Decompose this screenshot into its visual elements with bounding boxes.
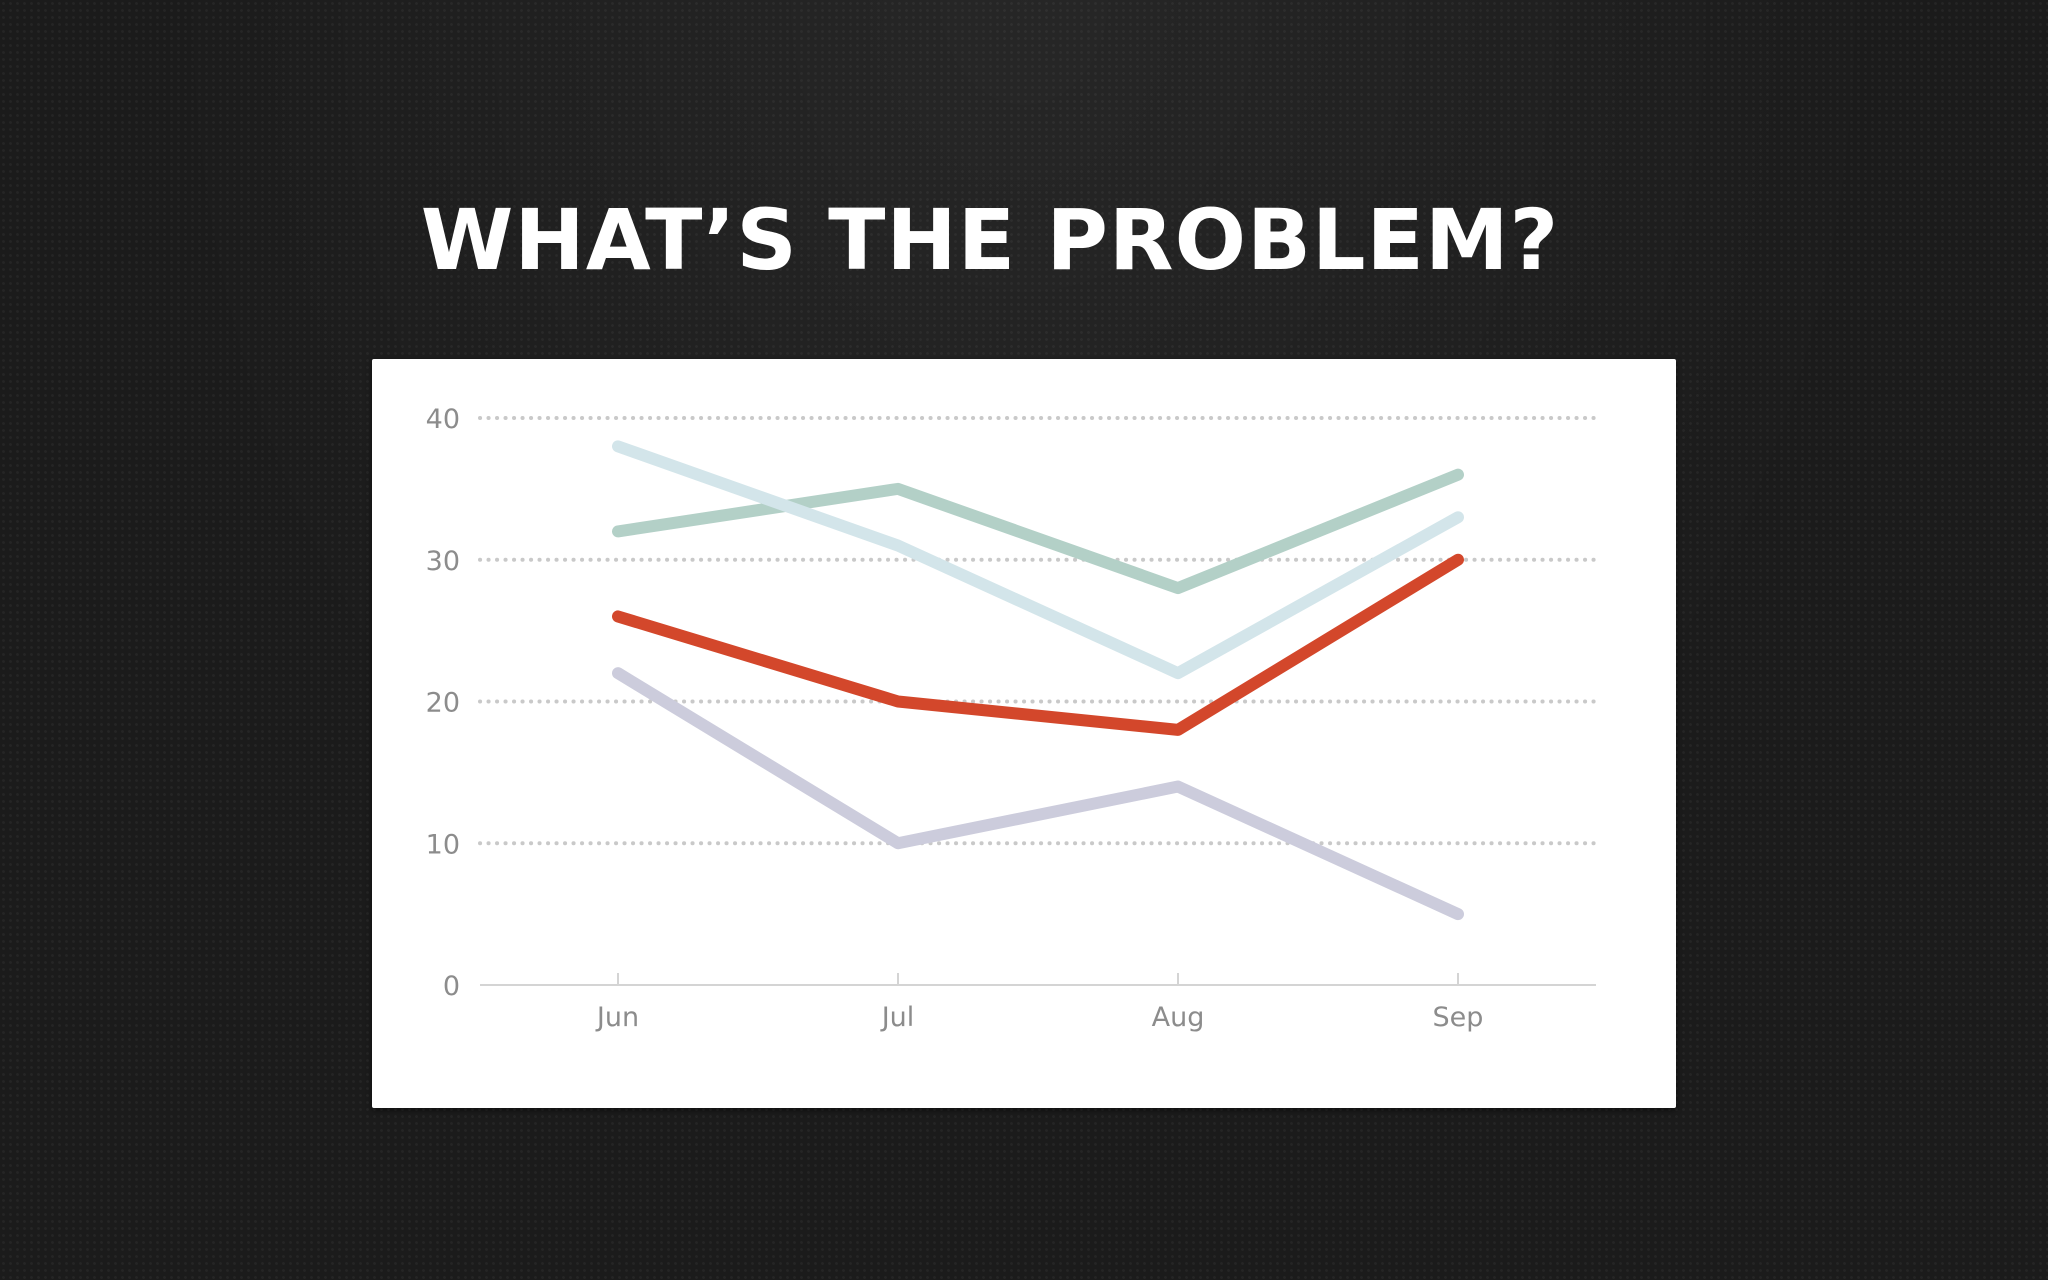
line-chart: 0 10 20 30 40 Jun Jul Aug Sep <box>426 404 1598 1033</box>
x-axis-tick-labels: Jun Jul Aug Sep <box>595 1002 1484 1033</box>
x-tick-label: Sep <box>1433 1002 1484 1033</box>
y-tick-label: 20 <box>426 688 460 719</box>
series-line-2 <box>612 440 1464 680</box>
y-axis-tick-labels: 0 10 20 30 40 <box>426 404 460 1002</box>
line-chart-card: 0 10 20 30 40 Jun Jul Aug Sep <box>372 359 1676 1108</box>
y-tick-label: 10 <box>426 829 460 860</box>
slide-title: WHAT’S THE PROBLEM? <box>420 191 1560 289</box>
y-tick-label: 40 <box>426 404 460 435</box>
series-lines <box>612 440 1464 921</box>
y-tick-label: 30 <box>426 546 460 577</box>
x-tick-label: Jul <box>880 1002 915 1033</box>
x-axis <box>480 973 1596 986</box>
series-line-4 <box>612 553 1464 736</box>
series-line-3 <box>612 667 1464 921</box>
series-line-1 <box>612 468 1464 595</box>
x-tick-label: Aug <box>1152 1002 1205 1033</box>
y-tick-label: 0 <box>443 971 460 1002</box>
x-tick-label: Jun <box>595 1002 639 1033</box>
